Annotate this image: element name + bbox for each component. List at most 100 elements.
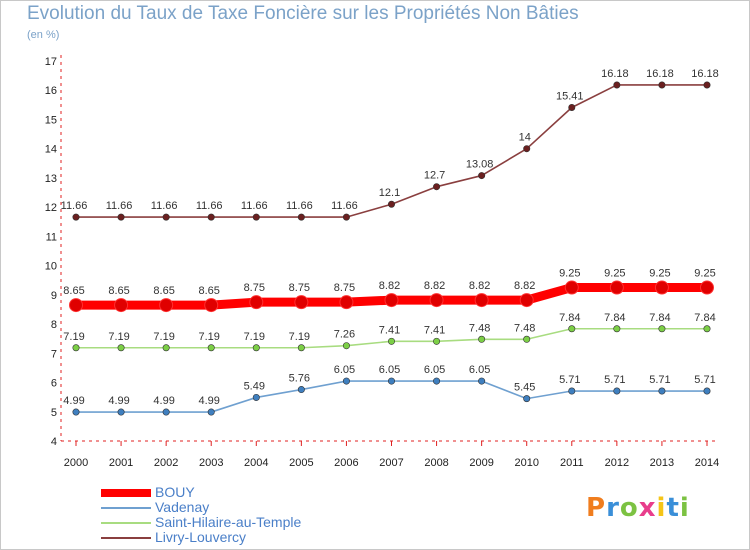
data-label: 8.82 [424, 280, 445, 292]
data-point [568, 103, 576, 111]
data-label: 8.75 [334, 282, 355, 294]
data-label: 5.71 [604, 374, 625, 386]
legend-label: Saint-Hilaire-au-Temple [155, 514, 302, 530]
data-label: 8.65 [199, 285, 220, 297]
data-point [433, 337, 441, 345]
data-label: 11.66 [196, 200, 223, 212]
data-label: 7.19 [289, 331, 310, 343]
x-tick-label: 2010 [514, 457, 538, 469]
data-point [72, 213, 80, 221]
data-point [207, 344, 215, 352]
data-label: 4.99 [199, 395, 220, 407]
x-tick-label: 2013 [650, 457, 674, 469]
y-tick-label: 14 [45, 144, 57, 156]
logo-letter: r [606, 493, 620, 523]
data-label: 12.1 [379, 187, 400, 199]
y-axis-unit-label: (en %) [27, 29, 60, 41]
x-tick-label: 2008 [424, 457, 448, 469]
y-tick-label: 16 [45, 85, 57, 97]
data-label: 7.19 [108, 331, 129, 343]
data-point [703, 81, 711, 89]
data-point [204, 298, 219, 313]
data-point [609, 280, 624, 295]
data-label: 9.25 [604, 268, 625, 280]
data-point [478, 172, 486, 180]
data-label: 9.25 [559, 268, 580, 280]
data-point [429, 293, 444, 308]
data-point [478, 335, 486, 343]
data-point [658, 325, 666, 333]
legend-label: BOUY [155, 484, 195, 500]
data-point [72, 408, 80, 416]
data-point [523, 395, 531, 403]
x-tick-label: 2002 [154, 457, 178, 469]
data-point [568, 325, 576, 333]
x-tick-label: 2014 [695, 457, 719, 469]
data-label: 6.05 [334, 364, 355, 376]
data-point [117, 408, 125, 416]
data-label: 7.48 [514, 322, 535, 334]
data-label: 9.25 [649, 268, 670, 280]
data-point [433, 377, 441, 385]
logo-letter: P [586, 493, 607, 523]
data-point [568, 387, 576, 395]
data-point [654, 280, 669, 295]
data-point [297, 213, 305, 221]
y-tick-label: 10 [45, 261, 57, 273]
data-label: 13.08 [466, 159, 494, 171]
data-label: 11.66 [106, 200, 133, 212]
x-tick-label: 2012 [605, 457, 629, 469]
y-tick-label: 15 [45, 114, 57, 126]
x-tick-label: 2005 [289, 457, 313, 469]
logo-letter: t [666, 493, 680, 523]
data-label: 7.84 [694, 312, 715, 324]
data-point [342, 342, 350, 350]
data-point [249, 295, 264, 310]
data-label: 12.7 [424, 170, 445, 182]
data-label: 14 [519, 132, 531, 144]
y-tick-label: 17 [45, 56, 57, 68]
data-point [613, 325, 621, 333]
data-point [613, 81, 621, 89]
data-label: 6.05 [469, 364, 490, 376]
data-label: 16.18 [601, 68, 629, 80]
data-label: 8.82 [514, 280, 535, 292]
data-point [703, 325, 711, 333]
data-label: 16.18 [646, 68, 674, 80]
data-label: 7.41 [424, 324, 445, 336]
data-point [613, 387, 621, 395]
data-label: 6.05 [379, 364, 400, 376]
y-tick-label: 8 [51, 319, 57, 331]
data-label: 8.82 [379, 280, 400, 292]
data-point [114, 298, 129, 313]
legend-swatch [101, 522, 151, 524]
data-point [252, 344, 260, 352]
logo-letter: o [619, 493, 639, 523]
x-tick-label: 2011 [560, 457, 584, 469]
y-tick-label: 6 [51, 378, 57, 390]
y-tick-label: 5 [51, 407, 57, 419]
legend-swatch [101, 489, 151, 497]
data-label: 5.71 [559, 374, 580, 386]
legend-label: Livry-Louvercy [155, 529, 247, 545]
data-point [162, 213, 170, 221]
data-label: 11.66 [151, 200, 178, 212]
data-point [478, 377, 486, 385]
data-point [564, 280, 579, 295]
data-label: 7.84 [649, 312, 670, 324]
data-label: 7.19 [63, 331, 84, 343]
data-label: 5.49 [244, 380, 265, 392]
data-label: 6.05 [424, 364, 445, 376]
data-label: 11.66 [331, 200, 358, 212]
data-point [433, 183, 441, 191]
data-point [387, 200, 395, 208]
data-label: 7.19 [153, 331, 174, 343]
data-point [294, 295, 309, 310]
data-label: 8.65 [153, 285, 174, 297]
data-label: 11.66 [61, 200, 88, 212]
data-label: 4.99 [108, 395, 129, 407]
data-point [207, 213, 215, 221]
x-tick-label: 2001 [109, 457, 133, 469]
